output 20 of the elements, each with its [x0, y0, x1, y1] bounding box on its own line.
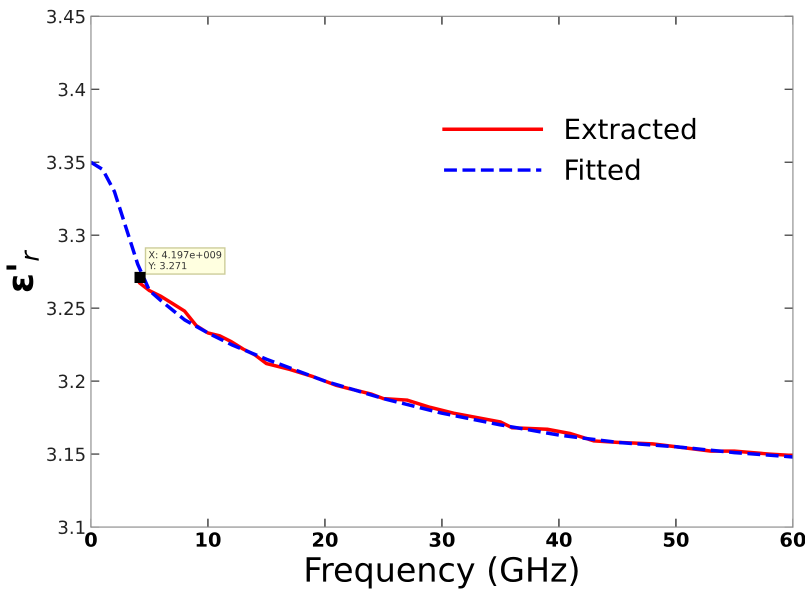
y-tick-label: 3.4	[58, 82, 86, 96]
x-axis-title: Frequency (GHz)	[306, 556, 578, 589]
y-tick-label: 3.1	[58, 520, 84, 534]
y-tick-label: 3.25	[47, 302, 85, 316]
legend-label: Fitted	[566, 158, 640, 180]
annotation: X: 4.197e+009 Y: 3.271	[148, 251, 222, 270]
x-tick-label: 10	[196, 532, 221, 547]
x-tick-label: 40	[546, 532, 572, 547]
y-tick-label: 3.35	[47, 156, 85, 170]
y-tick-label: 3.45	[47, 10, 85, 24]
legend-label: Extracted	[566, 118, 696, 140]
y-axis-title: ε'$_{r}$	[6, 250, 39, 292]
y-tick-label: 3.3	[58, 228, 85, 242]
line-series	[90, 160, 793, 459]
x-tick-label: 20	[312, 532, 338, 547]
x-tick-label: 30	[430, 532, 455, 547]
y-tick-label: 3.15	[47, 448, 85, 462]
y-tick-label: 3.2	[58, 374, 84, 388]
x-tick-label: 0	[85, 532, 97, 547]
x-tick-label: 50	[664, 532, 689, 547]
